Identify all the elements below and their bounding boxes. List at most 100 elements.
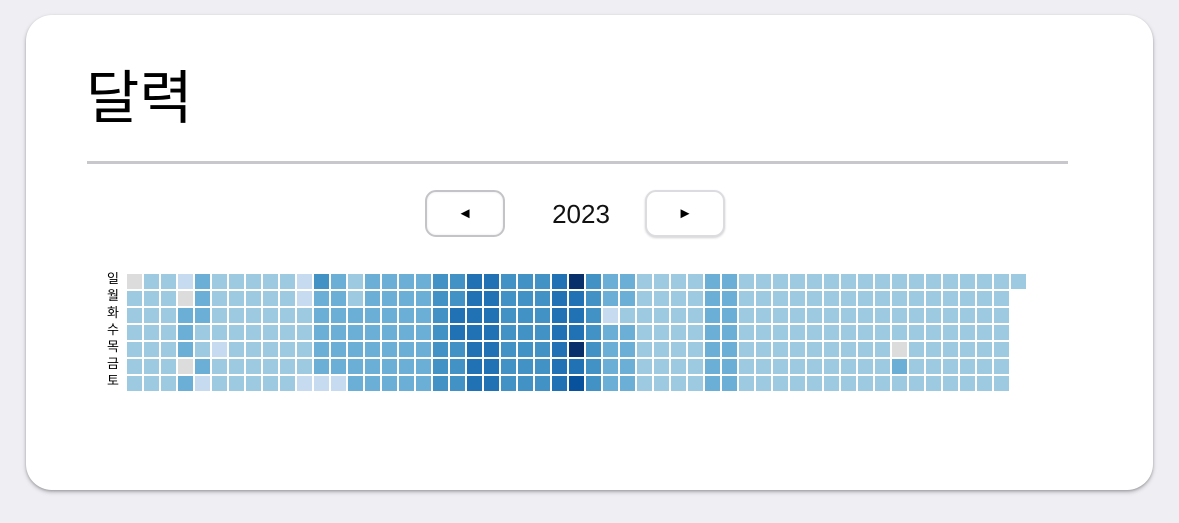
- day-cell[interactable]: [892, 376, 907, 391]
- day-cell[interactable]: [977, 342, 992, 357]
- day-cell[interactable]: [382, 291, 397, 306]
- day-cell[interactable]: [824, 342, 839, 357]
- day-cell[interactable]: [229, 359, 244, 374]
- day-cell[interactable]: [178, 291, 193, 306]
- day-cell[interactable]: [212, 308, 227, 323]
- day-cell[interactable]: [858, 342, 873, 357]
- day-cell[interactable]: [892, 308, 907, 323]
- day-cell[interactable]: [569, 308, 584, 323]
- day-cell[interactable]: [705, 308, 720, 323]
- day-cell[interactable]: [960, 359, 975, 374]
- day-cell[interactable]: [671, 342, 686, 357]
- day-cell[interactable]: [195, 291, 210, 306]
- day-cell[interactable]: [501, 325, 516, 340]
- day-cell[interactable]: [926, 325, 941, 340]
- day-cell[interactable]: [433, 342, 448, 357]
- day-cell[interactable]: [773, 291, 788, 306]
- day-cell[interactable]: [960, 291, 975, 306]
- day-cell[interactable]: [484, 342, 499, 357]
- day-cell[interactable]: [518, 325, 533, 340]
- day-cell[interactable]: [994, 291, 1009, 306]
- day-cell[interactable]: [654, 342, 669, 357]
- day-cell[interactable]: [688, 359, 703, 374]
- day-cell[interactable]: [1011, 274, 1026, 289]
- day-cell[interactable]: [637, 308, 652, 323]
- day-cell[interactable]: [246, 376, 261, 391]
- day-cell[interactable]: [773, 325, 788, 340]
- day-cell[interactable]: [739, 274, 754, 289]
- day-cell[interactable]: [977, 325, 992, 340]
- day-cell[interactable]: [807, 325, 822, 340]
- day-cell[interactable]: [501, 376, 516, 391]
- day-cell[interactable]: [348, 325, 363, 340]
- day-cell[interactable]: [382, 342, 397, 357]
- day-cell[interactable]: [722, 274, 737, 289]
- day-cell[interactable]: [433, 376, 448, 391]
- day-cell[interactable]: [841, 376, 856, 391]
- day-cell[interactable]: [994, 308, 1009, 323]
- day-cell[interactable]: [790, 325, 805, 340]
- day-cell[interactable]: [586, 342, 601, 357]
- day-cell[interactable]: [603, 274, 618, 289]
- day-cell[interactable]: [994, 325, 1009, 340]
- day-cell[interactable]: [960, 376, 975, 391]
- day-cell[interactable]: [756, 291, 771, 306]
- day-cell[interactable]: [127, 325, 142, 340]
- day-cell[interactable]: [501, 342, 516, 357]
- day-cell[interactable]: [569, 291, 584, 306]
- day-cell[interactable]: [943, 342, 958, 357]
- day-cell[interactable]: [637, 325, 652, 340]
- day-cell[interactable]: [807, 359, 822, 374]
- day-cell[interactable]: [603, 376, 618, 391]
- day-cell[interactable]: [518, 376, 533, 391]
- day-cell[interactable]: [858, 325, 873, 340]
- day-cell[interactable]: [790, 342, 805, 357]
- day-cell[interactable]: [263, 359, 278, 374]
- day-cell[interactable]: [450, 274, 465, 289]
- day-cell[interactable]: [161, 325, 176, 340]
- day-cell[interactable]: [756, 342, 771, 357]
- day-cell[interactable]: [246, 274, 261, 289]
- day-cell[interactable]: [144, 342, 159, 357]
- day-cell[interactable]: [671, 359, 686, 374]
- day-cell[interactable]: [348, 274, 363, 289]
- day-cell[interactable]: [382, 376, 397, 391]
- day-cell[interactable]: [382, 274, 397, 289]
- day-cell[interactable]: [144, 325, 159, 340]
- day-cell[interactable]: [365, 342, 380, 357]
- day-cell[interactable]: [790, 359, 805, 374]
- day-cell[interactable]: [518, 291, 533, 306]
- day-cell[interactable]: [722, 376, 737, 391]
- day-cell[interactable]: [773, 376, 788, 391]
- day-cell[interactable]: [790, 376, 805, 391]
- day-cell[interactable]: [399, 291, 414, 306]
- day-cell[interactable]: [416, 342, 431, 357]
- day-cell[interactable]: [943, 308, 958, 323]
- day-cell[interactable]: [722, 308, 737, 323]
- day-cell[interactable]: [586, 274, 601, 289]
- day-cell[interactable]: [382, 359, 397, 374]
- day-cell[interactable]: [518, 274, 533, 289]
- day-cell[interactable]: [824, 274, 839, 289]
- day-cell[interactable]: [722, 325, 737, 340]
- day-cell[interactable]: [756, 274, 771, 289]
- day-cell[interactable]: [331, 274, 346, 289]
- day-cell[interactable]: [450, 291, 465, 306]
- day-cell[interactable]: [433, 274, 448, 289]
- day-cell[interactable]: [178, 308, 193, 323]
- day-cell[interactable]: [807, 342, 822, 357]
- day-cell[interactable]: [297, 325, 312, 340]
- day-cell[interactable]: [637, 291, 652, 306]
- day-cell[interactable]: [620, 308, 635, 323]
- day-cell[interactable]: [467, 274, 482, 289]
- day-cell[interactable]: [416, 308, 431, 323]
- day-cell[interactable]: [603, 342, 618, 357]
- day-cell[interactable]: [535, 274, 550, 289]
- day-cell[interactable]: [705, 359, 720, 374]
- day-cell[interactable]: [314, 274, 329, 289]
- day-cell[interactable]: [518, 308, 533, 323]
- day-cell[interactable]: [399, 376, 414, 391]
- day-cell[interactable]: [195, 274, 210, 289]
- day-cell[interactable]: [484, 359, 499, 374]
- day-cell[interactable]: [399, 308, 414, 323]
